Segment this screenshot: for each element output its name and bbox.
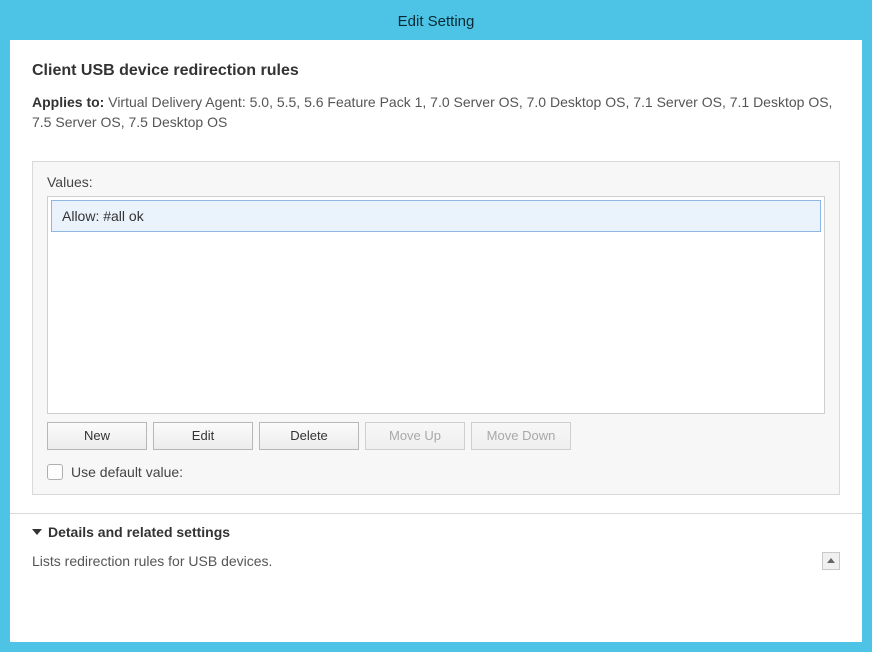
details-expander[interactable]: Details and related settings: [32, 524, 840, 540]
use-default-label: Use default value:: [71, 464, 183, 480]
details-description: Lists redirection rules for USB devices.: [32, 553, 272, 569]
applies-to-label: Applies to:: [32, 94, 104, 110]
scroll-up-button[interactable]: [822, 552, 840, 570]
value-item-text: Allow: #all ok: [62, 208, 144, 224]
move-down-button[interactable]: Move Down: [471, 422, 571, 450]
setting-heading: Client USB device redirection rules: [32, 62, 840, 80]
edit-setting-window: Edit Setting Client USB device redirecti…: [0, 0, 872, 652]
window-title: Edit Setting: [398, 13, 475, 30]
applies-to-line: Applies to: Virtual Delivery Agent: 5.0,…: [32, 92, 840, 133]
values-caption: Values:: [47, 174, 825, 190]
details-header-label: Details and related settings: [48, 524, 230, 540]
use-default-checkbox[interactable]: [47, 464, 63, 480]
edit-button[interactable]: Edit: [153, 422, 253, 450]
delete-button[interactable]: Delete: [259, 422, 359, 450]
applies-to-text: Virtual Delivery Agent: 5.0, 5.5, 5.6 Fe…: [32, 94, 832, 130]
divider: [10, 513, 862, 514]
values-list[interactable]: Allow: #all ok: [47, 196, 825, 414]
chevron-up-icon: [827, 558, 835, 563]
values-button-row: New Edit Delete Move Up Move Down: [47, 422, 825, 450]
content-area: Client USB device redirection rules Appl…: [10, 40, 862, 495]
values-panel: Values: Allow: #all ok New Edit Delete M…: [32, 161, 840, 495]
value-item[interactable]: Allow: #all ok: [51, 200, 821, 232]
new-button[interactable]: New: [47, 422, 147, 450]
window-titlebar: Edit Setting: [9, 9, 863, 40]
chevron-down-icon: [32, 529, 42, 535]
use-default-row: Use default value:: [47, 464, 825, 480]
details-description-row: Lists redirection rules for USB devices.: [32, 552, 840, 570]
move-up-button[interactable]: Move Up: [365, 422, 465, 450]
